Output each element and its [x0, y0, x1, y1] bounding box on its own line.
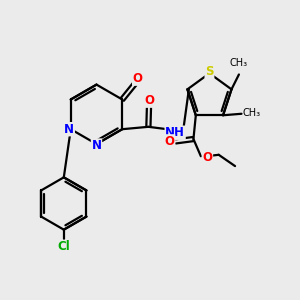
Text: N: N: [64, 123, 74, 136]
Text: CH₃: CH₃: [243, 108, 261, 118]
Text: O: O: [165, 135, 175, 148]
Text: S: S: [205, 65, 214, 78]
Text: NH: NH: [165, 126, 185, 139]
Text: N: N: [92, 139, 101, 152]
Text: O: O: [202, 151, 212, 164]
Text: Cl: Cl: [57, 240, 70, 254]
Text: O: O: [133, 72, 143, 85]
Text: CH₃: CH₃: [230, 58, 248, 68]
Text: O: O: [144, 94, 154, 107]
